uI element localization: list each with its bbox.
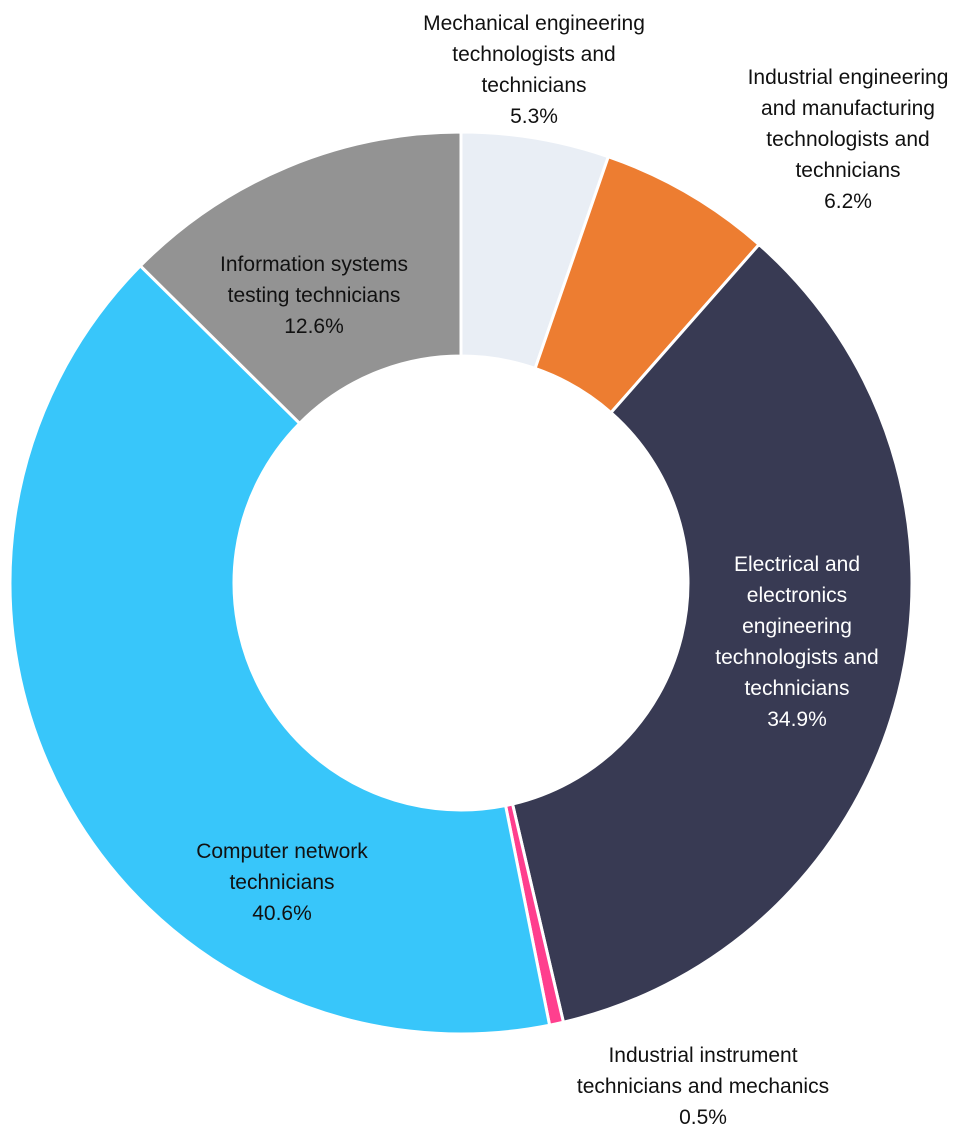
slice-label-text: Electrical and electronics engineering tech…: [715, 553, 878, 731]
slice-value-label: 34.9%: [767, 708, 827, 731]
slice-category-label: Information systems: [220, 253, 408, 276]
slice-label: Mechanical engineering technologists and t…: [423, 12, 645, 128]
donut-slice: [138, 130, 463, 425]
slice-label-text: Industrial engineering and manufacturing t…: [748, 66, 949, 213]
slice-label: Industrial engineering and manufacturing t…: [748, 66, 949, 213]
slice-value-label: 6.2%: [824, 190, 872, 213]
slice-category-label: Computer network: [196, 840, 368, 863]
slice-label: Industrial instrument technicians and mec…: [577, 1044, 829, 1129]
donut-slice: [8, 264, 552, 1036]
slice-label-text: Computer network technicians 40.6%: [196, 840, 368, 925]
slice-label: Electrical and electronics engineering tech…: [715, 553, 878, 731]
slice-category-label: electronics: [747, 584, 847, 607]
slice-category-label: testing technicians: [228, 284, 401, 307]
slice-category-label: technologists and: [766, 128, 929, 151]
slice-value-label: 5.3%: [510, 105, 558, 128]
slice-category-label: technicians: [229, 871, 334, 894]
slice-category-label: technicians and mechanics: [577, 1075, 829, 1098]
slice-category-label: and manufacturing: [761, 97, 935, 120]
slice-category-label: Mechanical engineering: [423, 12, 645, 35]
donut-slice: [511, 242, 914, 1024]
slice-category-label: technicians: [795, 159, 900, 182]
slice-label: Computer network technicians 40.6%: [196, 840, 368, 925]
slice-label-text: Mechanical engineering technologists and t…: [423, 12, 645, 128]
slice-category-label: technicians: [744, 677, 849, 700]
slice-label-text: Industrial instrument technicians and mec…: [577, 1044, 829, 1129]
slice-category-label: Industrial instrument: [608, 1044, 797, 1067]
slice-value-label: 40.6%: [252, 902, 312, 925]
slice-category-label: engineering: [742, 615, 852, 638]
slice-category-label: Industrial engineering: [748, 66, 949, 89]
slice-label: Information systems testing technicians 12…: [220, 253, 408, 338]
slice-category-label: Electrical and: [734, 553, 860, 576]
slice-category-label: technologists and: [715, 646, 878, 669]
slice-value-label: 12.6%: [284, 315, 344, 338]
slice-value-label: 0.5%: [679, 1106, 727, 1129]
slice-label-text: Information systems testing technicians 12…: [220, 253, 408, 338]
slice-category-label: technologists and: [452, 43, 615, 66]
slice-category-label: technicians: [481, 74, 586, 97]
